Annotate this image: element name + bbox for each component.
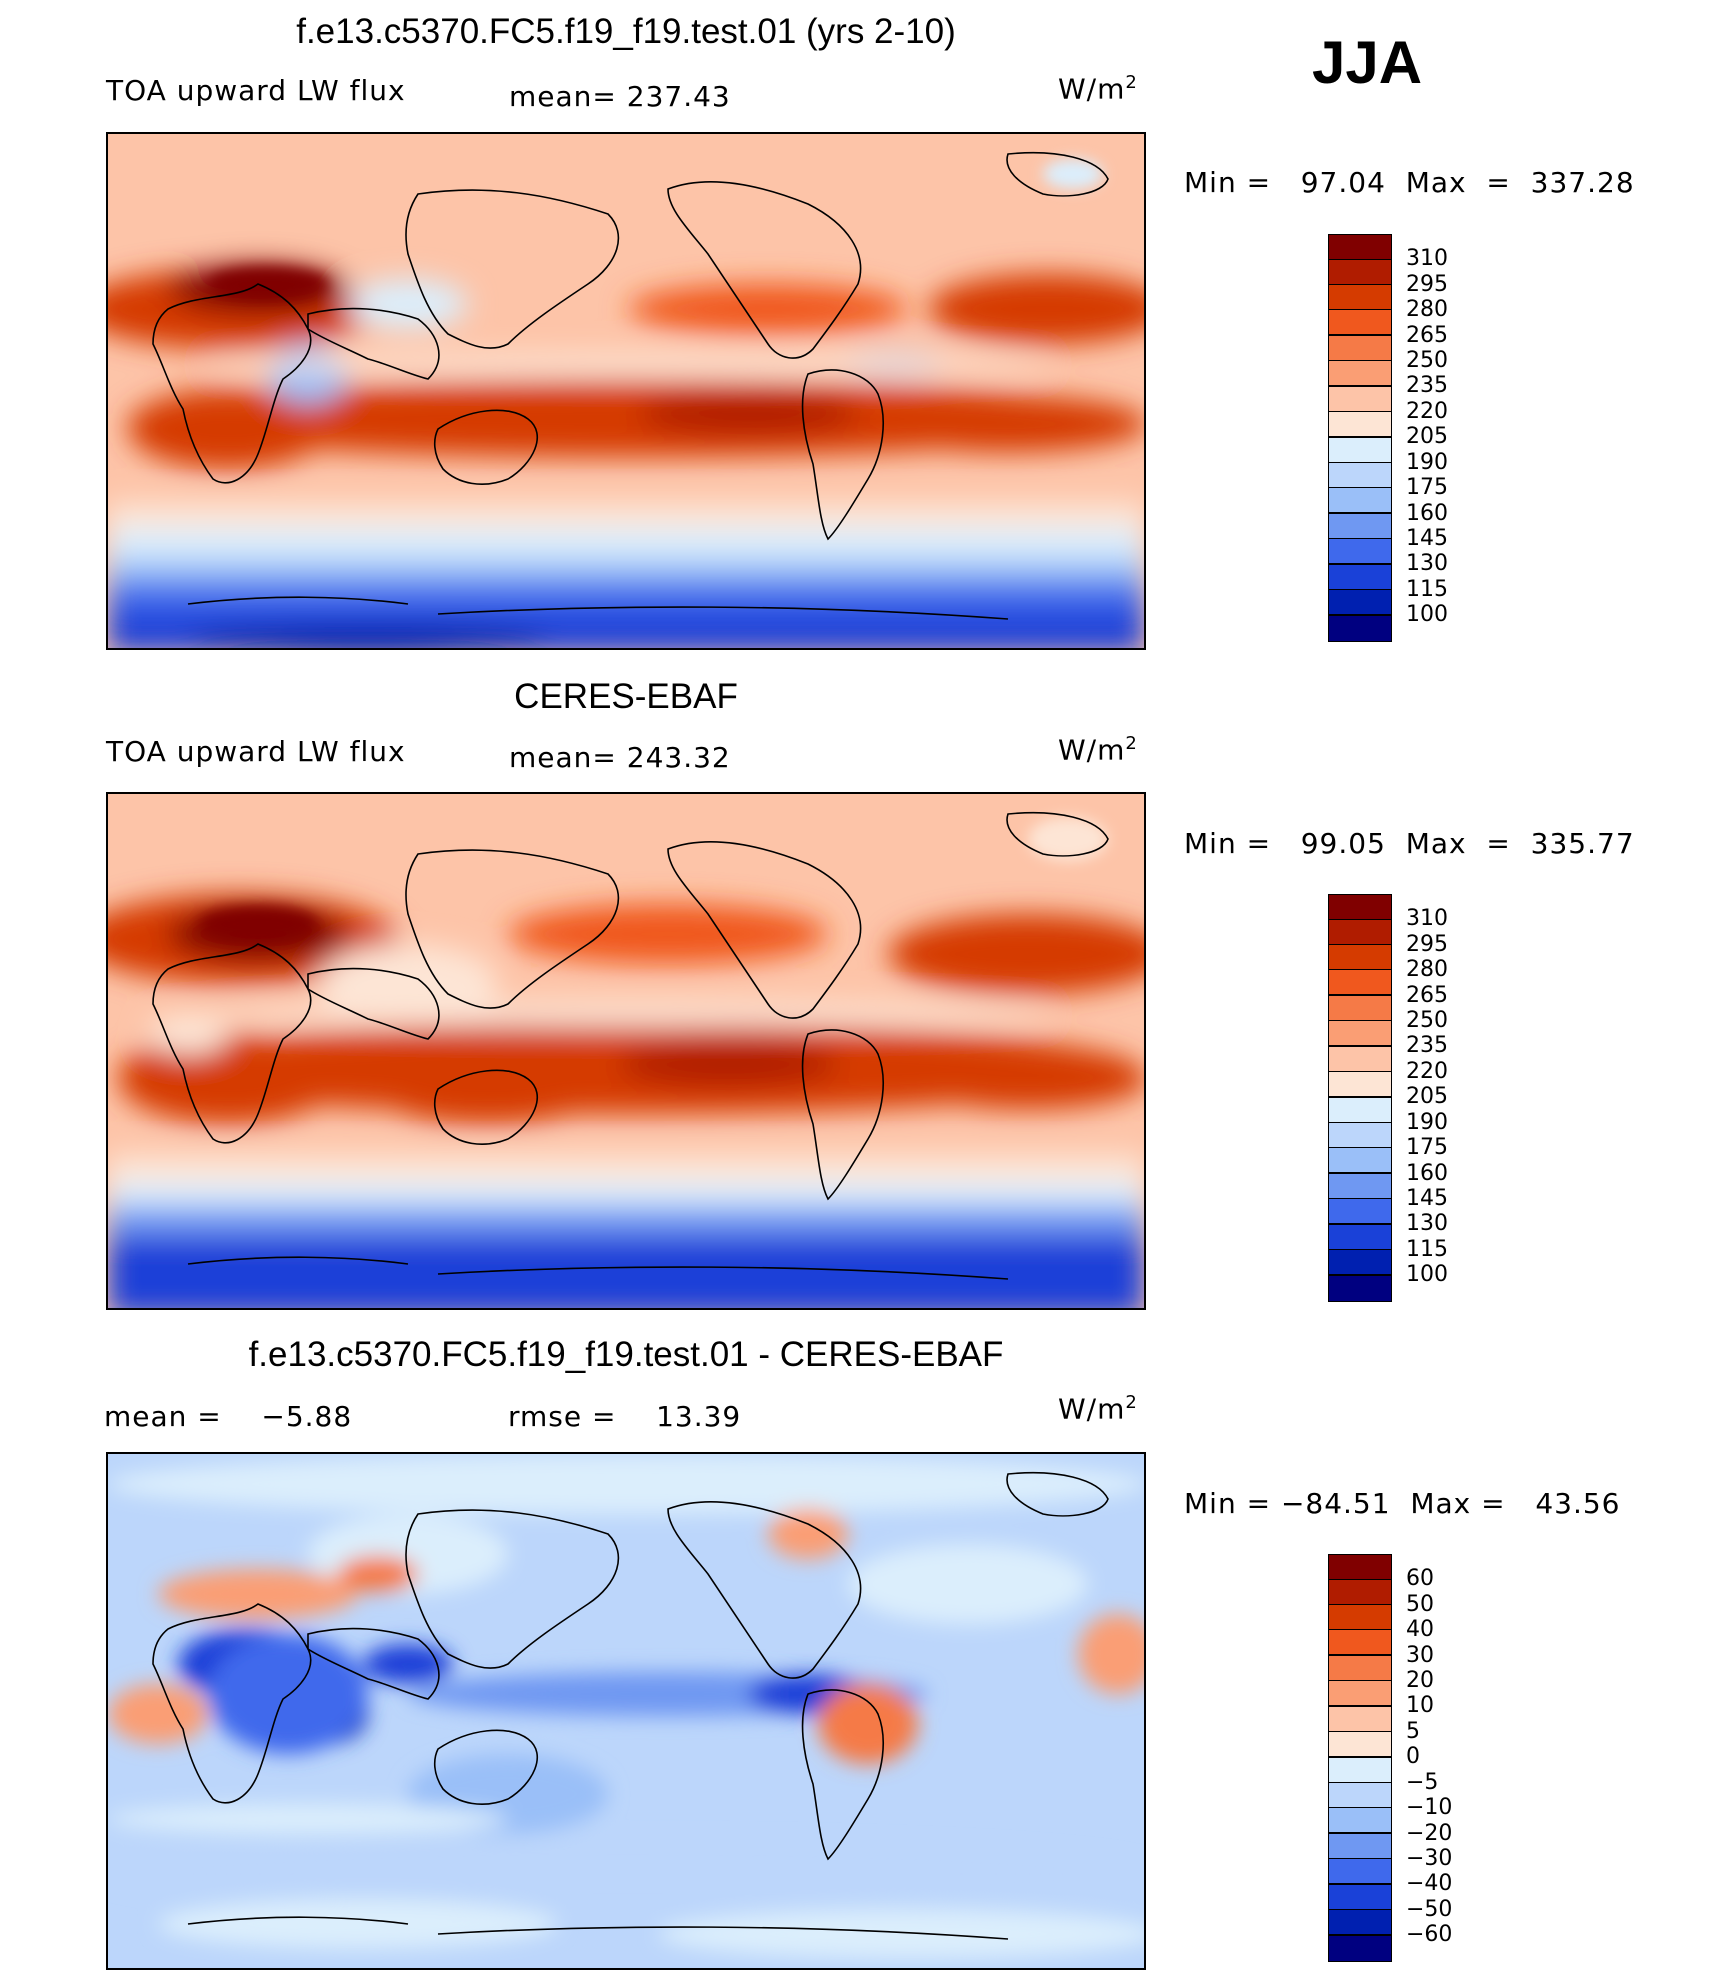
colorbar-tick: 205	[1406, 424, 1448, 449]
panel1-minmax-label: Min = 97.04 Max = 337.28	[1184, 166, 1635, 199]
colorbar-tick: 205	[1406, 1084, 1448, 1109]
colorbar-tick: 190	[1406, 1110, 1448, 1135]
panel3-units-label: W/m2	[1058, 1392, 1138, 1426]
colorbar-tick: 280	[1406, 957, 1448, 982]
colorbar-tick: −60	[1406, 1922, 1453, 1947]
colorbar-tick: −20	[1406, 1821, 1453, 1846]
colorbar-tick: 310	[1406, 246, 1448, 271]
panel2-title: CERES-EBAF	[514, 677, 738, 716]
colorbar-tick: −30	[1406, 1846, 1453, 1871]
colorbar-tick: 220	[1406, 1059, 1448, 1084]
colorbar-tick: 265	[1406, 323, 1448, 348]
colorbar-tick: 235	[1406, 373, 1448, 398]
panel1-units-label: W/m2	[1058, 72, 1138, 106]
colorbar-tick: 235	[1406, 1033, 1448, 1058]
colorbar-tick: 175	[1406, 1135, 1448, 1160]
panel1-variable-label: TOA upward LW flux	[106, 74, 406, 107]
panel2-map	[106, 792, 1146, 1310]
panel1-map	[106, 132, 1146, 650]
colorbar-tick: 10	[1406, 1693, 1434, 1718]
panel3-colorbar: 60 50 40 30 20 10 5 0 −5 −10 −20 −30 −40…	[1328, 1554, 1452, 1962]
colorbar-tick: 145	[1406, 1186, 1448, 1211]
panel3-map	[106, 1452, 1146, 1970]
panel1-map-field	[108, 134, 1144, 648]
colorbar-tick: 190	[1406, 450, 1448, 475]
colorbar-tick: 220	[1406, 399, 1448, 424]
panel2-units-label: W/m2	[1058, 733, 1138, 767]
colorbar-tick: 100	[1406, 1262, 1448, 1287]
colorbar-tick: 250	[1406, 348, 1448, 373]
panel2-colorbar: 310 295 280 265 250 235 220 205 190 175 …	[1328, 894, 1448, 1302]
panel3-rmse-label: rmse = 13.39	[508, 1400, 742, 1433]
colorbar-tick: 145	[1406, 526, 1448, 551]
colorbar-tick: 40	[1406, 1617, 1434, 1642]
colorbar-tick: 30	[1406, 1643, 1434, 1668]
colorbar-tick: −10	[1406, 1795, 1453, 1820]
colorbar-tick: 175	[1406, 475, 1448, 500]
colorbar-tick: −50	[1406, 1897, 1453, 1922]
colorbar-tick: −40	[1406, 1871, 1453, 1896]
panel3-minmax-label: Min = −84.51 Max = 43.56	[1184, 1487, 1621, 1520]
colorbar-tick: 130	[1406, 551, 1448, 576]
colorbar-tick: 265	[1406, 983, 1448, 1008]
panel2-minmax-label: Min = 99.05 Max = 335.77	[1184, 827, 1635, 860]
panel1-colorbar: 310 295 280 265 250 235 220 205 190 175 …	[1328, 234, 1448, 642]
colorbar-tick: 310	[1406, 906, 1448, 931]
colorbar-tick: 60	[1406, 1566, 1434, 1591]
colorbar-tick: 115	[1406, 577, 1448, 602]
colorbar-tick: 250	[1406, 1008, 1448, 1033]
panel1-title: f.e13.c5370.FC5.f19_f19.test.01 (yrs 2-1…	[296, 12, 956, 51]
colorbar-tick: 295	[1406, 932, 1448, 957]
panel3-mean-label: mean = −5.88	[104, 1400, 353, 1433]
colorbar-tick: −5	[1406, 1770, 1439, 1795]
panel2-map-field	[108, 794, 1144, 1308]
colorbar-tick: 160	[1406, 501, 1448, 526]
colorbar-tick: 5	[1406, 1719, 1420, 1744]
colorbar-tick: 0	[1406, 1744, 1420, 1769]
panel1-mean-label: mean= 237.43	[509, 80, 731, 113]
colorbar-tick: 280	[1406, 297, 1448, 322]
colorbar-tick: 50	[1406, 1592, 1434, 1617]
season-label: JJA	[1312, 29, 1423, 96]
panel2-mean-label: mean= 243.32	[509, 741, 731, 774]
panel3-title: f.e13.c5370.FC5.f19_f19.test.01 - CERES-…	[248, 1335, 1004, 1374]
colorbar-tick: 130	[1406, 1211, 1448, 1236]
colorbar-tick: 20	[1406, 1668, 1434, 1693]
colorbar-tick: 115	[1406, 1237, 1448, 1262]
colorbar-tick: 100	[1406, 602, 1448, 627]
colorbar-tick: 295	[1406, 272, 1448, 297]
panel2-variable-label: TOA upward LW flux	[106, 735, 406, 768]
colorbar-tick: 160	[1406, 1161, 1448, 1186]
panel3-map-field	[108, 1454, 1144, 1968]
